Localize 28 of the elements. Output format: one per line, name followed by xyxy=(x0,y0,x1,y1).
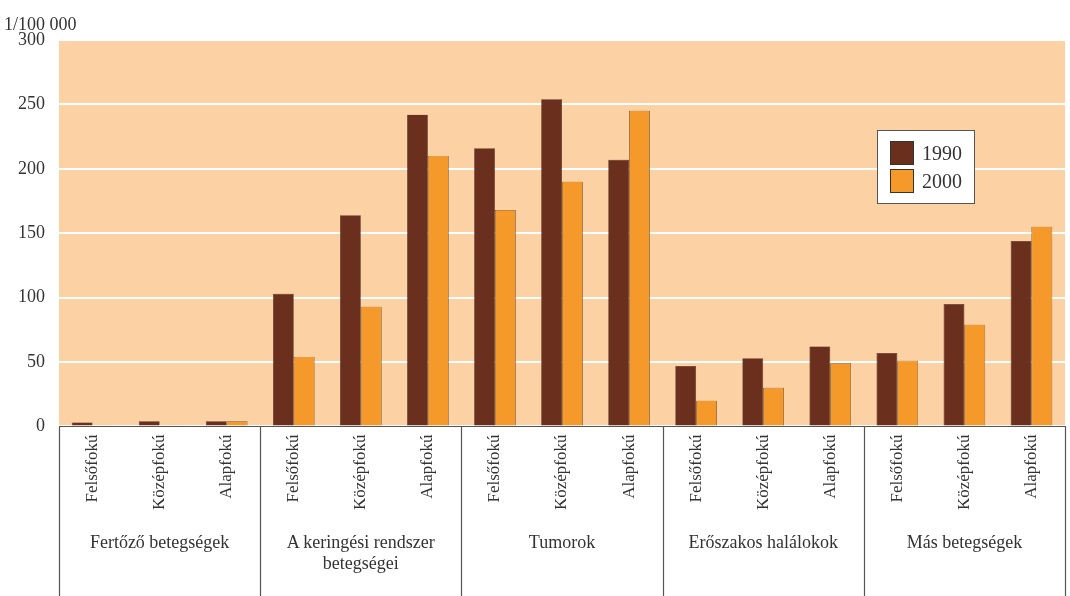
y-tick-label: 50 xyxy=(27,350,45,371)
x-tick-label: Középfokú xyxy=(149,433,169,510)
y-tick-label: 0 xyxy=(36,415,45,436)
y-tick-label: 150 xyxy=(18,221,45,242)
x-tick-label: Felsőfokú xyxy=(685,433,705,503)
x-tick-label: Alapfokú xyxy=(819,433,839,499)
legend-label: 1990 xyxy=(922,141,962,165)
text: Más betegségek xyxy=(906,532,1023,553)
x-tick-label: Alapfokú xyxy=(618,433,638,499)
x-tick-label: Felsőfokú xyxy=(82,433,101,503)
y-tick-label: 250 xyxy=(18,93,45,114)
y-tick-label: 100 xyxy=(18,286,45,307)
text: Erőszakos halálokok xyxy=(688,532,838,553)
x-tick-label: Középfokú xyxy=(350,433,370,510)
text: A keringési rendszer betegségei xyxy=(286,532,435,574)
x-tick-label: Alapfokú xyxy=(417,433,437,499)
x-tick-label: Alapfokú xyxy=(216,433,236,499)
x-tick-label: Középfokú xyxy=(752,433,772,510)
x-tick-label: Alapfokú xyxy=(1020,433,1040,499)
x-tick-label: Középfokú xyxy=(953,433,973,510)
x-tick-label: Középfokú xyxy=(551,433,571,510)
x-tick-label: Felsőfokú xyxy=(283,433,303,503)
x-tick-label: Felsőfokú xyxy=(886,433,906,503)
legend-label: 2000 xyxy=(922,169,962,193)
text: Tumorok xyxy=(528,532,596,553)
y-tick-label: 200 xyxy=(18,157,45,178)
text: Fertőző betegségek xyxy=(89,532,230,553)
x-tick-label: Felsőfokú xyxy=(484,433,504,503)
